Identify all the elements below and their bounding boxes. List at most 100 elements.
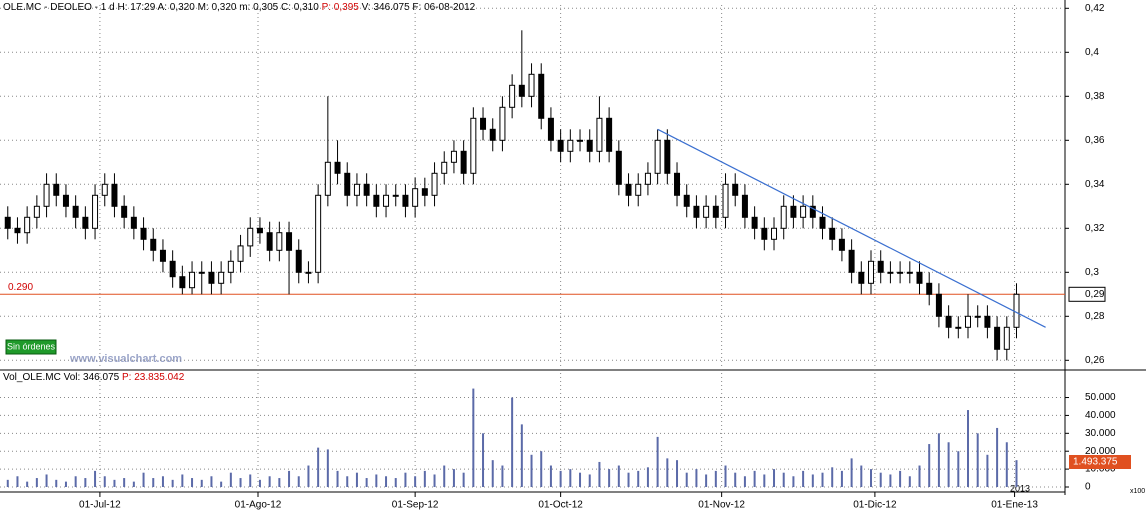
candle-body xyxy=(431,172,438,196)
candle-body xyxy=(198,271,205,274)
volume-bar xyxy=(1005,442,1008,487)
candle-body xyxy=(62,194,69,207)
volume-bar xyxy=(229,472,232,487)
volume-bar xyxy=(821,472,824,487)
volume-bar xyxy=(520,424,523,487)
volume-bar xyxy=(540,451,543,487)
volume-bar xyxy=(181,474,184,487)
candle-body xyxy=(450,150,457,163)
candle-body xyxy=(984,315,991,328)
candle-body xyxy=(82,216,89,229)
last-value-label: 1.493.375 xyxy=(1073,457,1118,468)
volume-bar xyxy=(307,465,310,487)
candle-body xyxy=(509,84,516,108)
volume-bar xyxy=(501,465,504,487)
volume-bar xyxy=(491,460,494,487)
volume-bar xyxy=(142,472,145,487)
candle-body xyxy=(373,194,380,207)
volume-bar xyxy=(161,476,164,487)
volume-bar xyxy=(375,474,378,487)
candle-body xyxy=(703,205,710,218)
volume-bar xyxy=(617,465,620,487)
candle-body xyxy=(140,227,147,240)
volume-bar xyxy=(258,479,261,487)
volume-bar xyxy=(346,476,349,487)
volume-bar xyxy=(976,433,979,487)
volume-bar xyxy=(297,476,300,487)
candle-body xyxy=(1013,293,1020,328)
volume-bar xyxy=(656,436,659,487)
candle-body xyxy=(625,183,632,196)
volume-bar xyxy=(646,467,649,487)
volume-bar xyxy=(860,465,863,487)
candle-body xyxy=(974,315,981,318)
x-tick-label: 01-Ene-13 xyxy=(991,500,1038,511)
trendline xyxy=(657,128,1046,328)
volume-bar xyxy=(743,476,746,487)
candle-body xyxy=(732,183,739,196)
volume-bar xyxy=(26,481,29,487)
candle-body xyxy=(751,216,758,229)
volume-bar xyxy=(569,469,572,487)
volume-bar xyxy=(404,472,407,487)
candle-body xyxy=(208,271,215,284)
candle-body xyxy=(693,205,700,218)
volume-bar xyxy=(288,470,291,487)
candle-body xyxy=(179,276,186,289)
watermark: www.visualchart.com xyxy=(69,353,182,365)
volume-bar xyxy=(967,410,970,487)
candle-body xyxy=(227,260,234,273)
volume-bar xyxy=(443,465,446,487)
volume-bar xyxy=(937,433,940,487)
candle-body xyxy=(344,172,351,196)
volume-bar xyxy=(94,470,97,487)
header-field: Vol_OLE.MC xyxy=(3,372,61,383)
candle-body xyxy=(674,172,681,196)
candle-body xyxy=(887,271,894,274)
button-label[interactable]: Sin órdenes xyxy=(7,341,56,351)
candle-body xyxy=(402,194,409,207)
candle-body xyxy=(218,271,225,284)
candle-body xyxy=(577,139,584,142)
candle-body xyxy=(994,326,1001,350)
y-tick-label: 0,26 xyxy=(1085,355,1105,366)
x-tick-label: 01-Ago-12 xyxy=(235,500,282,511)
candle-body xyxy=(926,282,933,295)
y-tick-label: 0,36 xyxy=(1085,135,1105,146)
button[interactable] xyxy=(5,339,57,355)
volume-bar xyxy=(627,472,630,487)
header-field: M: 0,320 xyxy=(198,2,237,13)
candle-body xyxy=(315,194,322,273)
candle-body xyxy=(305,271,312,274)
volume-bar xyxy=(773,469,776,487)
volume-bar xyxy=(734,472,737,487)
candle-body xyxy=(470,117,477,174)
hline-label: 0.290 xyxy=(8,282,33,293)
candle-body xyxy=(809,205,816,218)
volume-bar xyxy=(74,476,77,487)
y-tick-label: 0,28 xyxy=(1085,311,1105,322)
candle-body xyxy=(654,139,661,174)
volume-bar xyxy=(365,478,368,487)
volume-bar xyxy=(676,460,679,487)
candle-body xyxy=(421,188,428,196)
volume-bar xyxy=(850,458,853,487)
volume-bar xyxy=(385,476,388,487)
volume-bar xyxy=(171,479,174,487)
candle-body xyxy=(189,271,196,289)
volume-bar xyxy=(210,476,213,487)
hline-axis-box xyxy=(1068,286,1106,302)
candle-body xyxy=(858,271,865,284)
candle-body xyxy=(848,249,855,273)
volume-bar xyxy=(200,479,203,487)
y-tick-label: 0,34 xyxy=(1085,179,1105,190)
volume-bar xyxy=(831,467,834,487)
volume-bar xyxy=(840,470,843,487)
volume-bar xyxy=(35,478,38,487)
volume-bar xyxy=(336,470,339,487)
candle-body xyxy=(567,139,574,152)
volume-bar xyxy=(472,388,475,487)
y-tick-label: 40.000 xyxy=(1085,410,1116,421)
candle-body xyxy=(761,227,768,240)
